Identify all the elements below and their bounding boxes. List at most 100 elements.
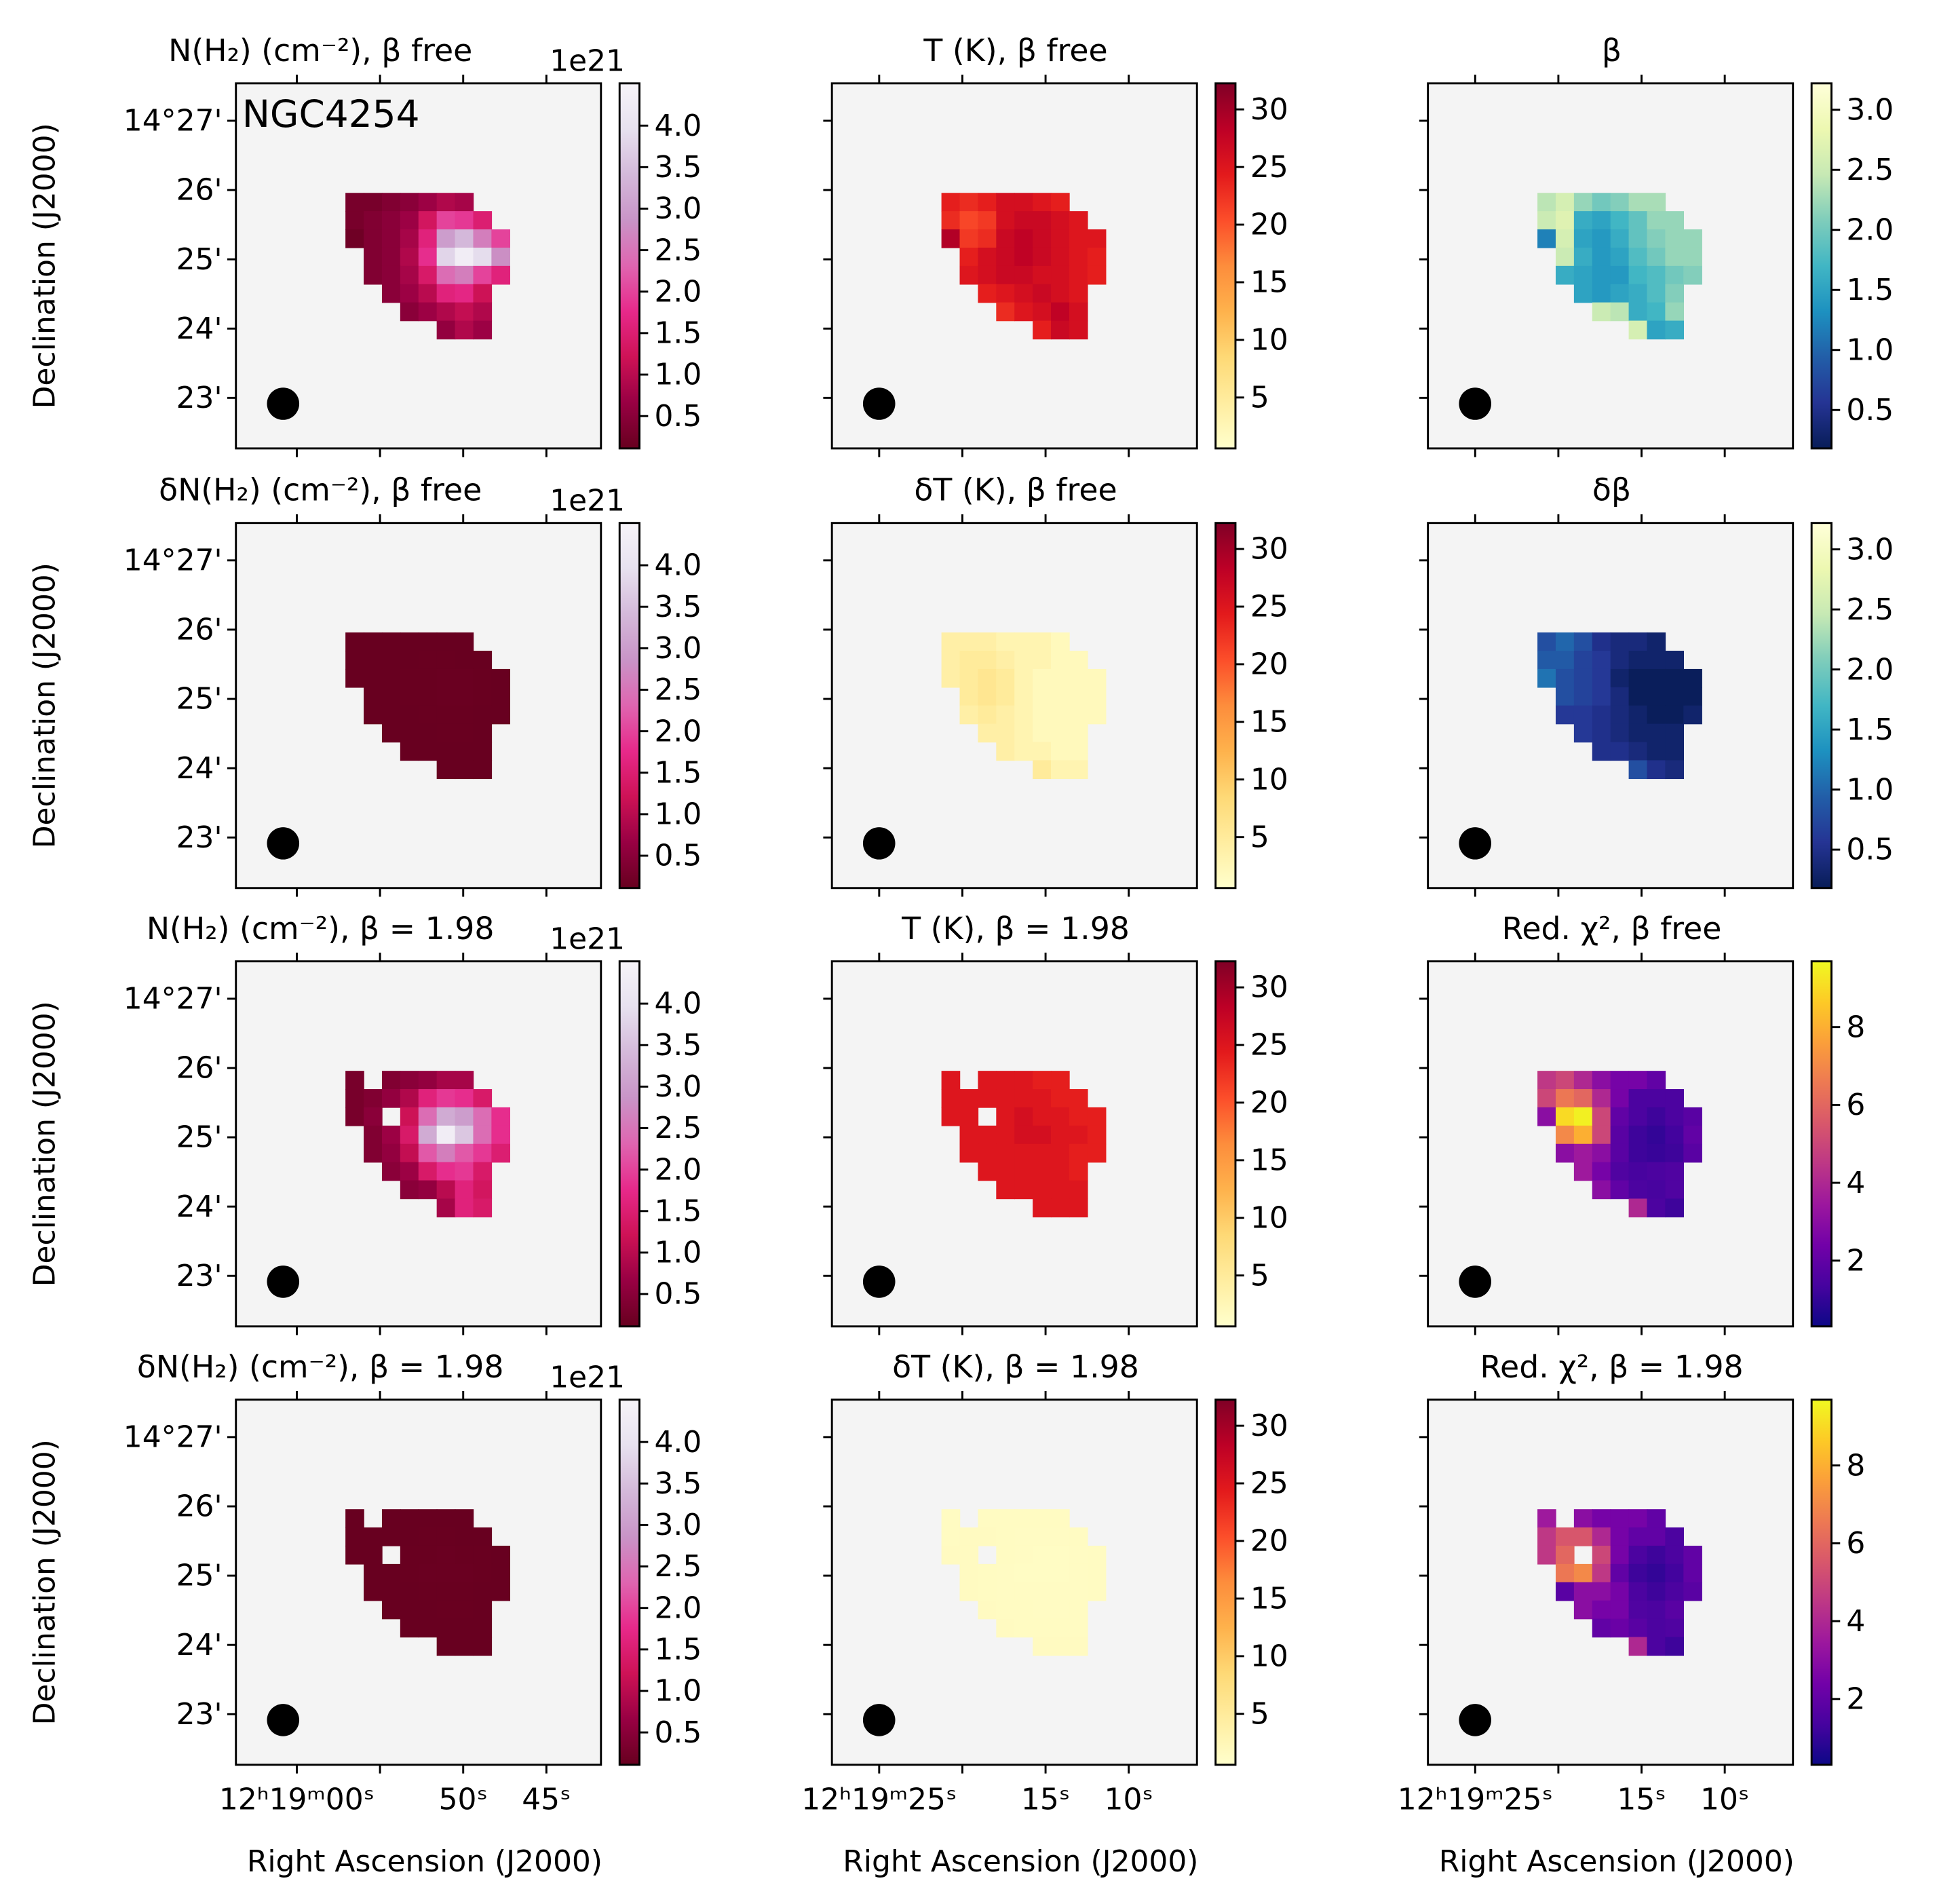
panel: 12ʰ19ᵐ25ˢ 15ˢ 10ˢ Red. χ², β = 1.98 Right As… xyxy=(1398,1349,1866,1879)
map-pixel xyxy=(1610,668,1630,688)
y-tick-label: 25' xyxy=(176,242,223,277)
map-pixel xyxy=(1665,705,1685,725)
map-pixel xyxy=(996,723,1015,743)
y-tick-label: 26' xyxy=(176,1489,223,1524)
map-pixel xyxy=(436,1180,456,1200)
map-pixel xyxy=(996,1600,1015,1620)
map-pixel xyxy=(1051,193,1070,212)
map-pixel xyxy=(1051,1162,1070,1181)
map-pixel xyxy=(400,632,419,651)
map-pixel xyxy=(996,742,1015,761)
colorbar-tick-label: 2.5 xyxy=(654,1111,702,1145)
map-pixel xyxy=(959,265,979,285)
panel-title: N(H₂) (cm⁻²), β free xyxy=(168,33,472,69)
map-pixel xyxy=(1033,193,1052,212)
colorbar-tick-label: 1.0 xyxy=(654,358,702,392)
map-pixel xyxy=(436,632,456,651)
y-tick-label: 26' xyxy=(176,1051,223,1086)
map-pixel xyxy=(996,1125,1015,1145)
map-pixel xyxy=(1014,1527,1033,1546)
colorbar-tick-label: 1.0 xyxy=(654,797,702,832)
map-pixel xyxy=(941,1527,961,1546)
map-pixel xyxy=(455,1125,474,1145)
map-pixel xyxy=(1555,1089,1575,1108)
map-pixel xyxy=(1573,1527,1593,1546)
map-pixel xyxy=(1537,1107,1556,1126)
panel-title: δT (K), β free xyxy=(914,472,1117,508)
map-pixel xyxy=(455,1509,474,1528)
map-pixel xyxy=(455,1162,474,1181)
map-pixel xyxy=(978,1563,997,1583)
map-pixel xyxy=(1665,284,1685,303)
map-pixel xyxy=(1628,1545,1648,1565)
map-pixel xyxy=(436,1563,456,1583)
map-pixel xyxy=(491,1563,510,1583)
map-pixel xyxy=(364,247,383,267)
map-pixel xyxy=(1647,651,1666,670)
colorbar-tick-label: 2.5 xyxy=(1846,592,1894,627)
map-pixel xyxy=(1647,723,1666,743)
map-pixel xyxy=(1087,1125,1107,1145)
map-pixel xyxy=(1069,247,1088,267)
map-pixel xyxy=(959,651,979,670)
colorbar-tick-label: 6 xyxy=(1846,1526,1865,1561)
map-pixel xyxy=(1610,1618,1630,1638)
y-tick-label: 24' xyxy=(176,1189,223,1224)
panel-title: δN(H₂) (cm⁻²), β free xyxy=(159,472,482,508)
map-pixel xyxy=(978,1071,997,1090)
map-pixel xyxy=(1555,651,1575,670)
map-pixel xyxy=(491,1125,510,1145)
map-pixel xyxy=(1592,668,1611,688)
map-pixel xyxy=(1033,760,1052,780)
x-tick-label: 12ʰ19ᵐ25ˢ xyxy=(801,1783,957,1817)
map-pixel xyxy=(978,284,997,303)
map-pixel xyxy=(1647,1509,1666,1528)
colorbar-tick-label: 4 xyxy=(1846,1604,1865,1639)
x-tick-label: 50ˢ xyxy=(439,1783,488,1817)
map-pixel xyxy=(364,687,383,706)
map-pixel xyxy=(1628,1089,1648,1108)
map-pixel xyxy=(1647,247,1666,267)
map-pixel xyxy=(1033,1509,1052,1528)
colorbar-tick-label: 0.5 xyxy=(654,1277,702,1312)
map-pixel xyxy=(473,211,493,230)
map-pixel xyxy=(1555,705,1575,725)
map-pixel xyxy=(1051,265,1070,285)
map-pixel xyxy=(1087,1107,1107,1126)
map-pixel xyxy=(1628,1509,1648,1528)
map-pixel xyxy=(364,265,383,285)
map-pixel xyxy=(1647,1618,1666,1638)
map-pixel xyxy=(364,1527,383,1546)
map-pixel xyxy=(1647,1582,1666,1601)
map-pixel xyxy=(473,247,493,267)
map-pixel xyxy=(1033,302,1052,322)
colorbar-tick-label: 5 xyxy=(1250,820,1269,854)
map-pixel xyxy=(1628,1071,1648,1090)
map-pixel xyxy=(1051,1637,1070,1656)
map-pixel xyxy=(455,742,474,761)
panel-title: δβ xyxy=(1592,472,1631,508)
axes-frame xyxy=(235,1398,602,1766)
map-pixel xyxy=(1628,1582,1648,1601)
map-pixel xyxy=(941,668,961,688)
map-pixel xyxy=(345,1527,364,1546)
panel: T (K), β = 1.98 5 10 15 20 25 30 xyxy=(823,911,1288,1335)
axes-frame xyxy=(235,960,602,1328)
map-pixel xyxy=(1592,1618,1611,1638)
map-pixel xyxy=(1628,320,1648,340)
map-pixel xyxy=(1628,723,1648,743)
map-pixel xyxy=(455,651,474,670)
panel-title: T (K), β free xyxy=(923,33,1107,69)
map-pixel xyxy=(491,668,510,688)
map-pixel xyxy=(1628,705,1648,725)
map-pixel xyxy=(959,668,979,688)
map-pixel xyxy=(455,668,474,688)
colorbar-tick-label: 20 xyxy=(1250,208,1288,242)
map-pixel xyxy=(978,723,997,743)
map-pixel xyxy=(1610,247,1630,267)
axes-frame xyxy=(1427,960,1795,1328)
map-pixel xyxy=(1683,687,1702,706)
map-pixel xyxy=(1647,760,1666,780)
map-pixel xyxy=(1051,668,1070,688)
